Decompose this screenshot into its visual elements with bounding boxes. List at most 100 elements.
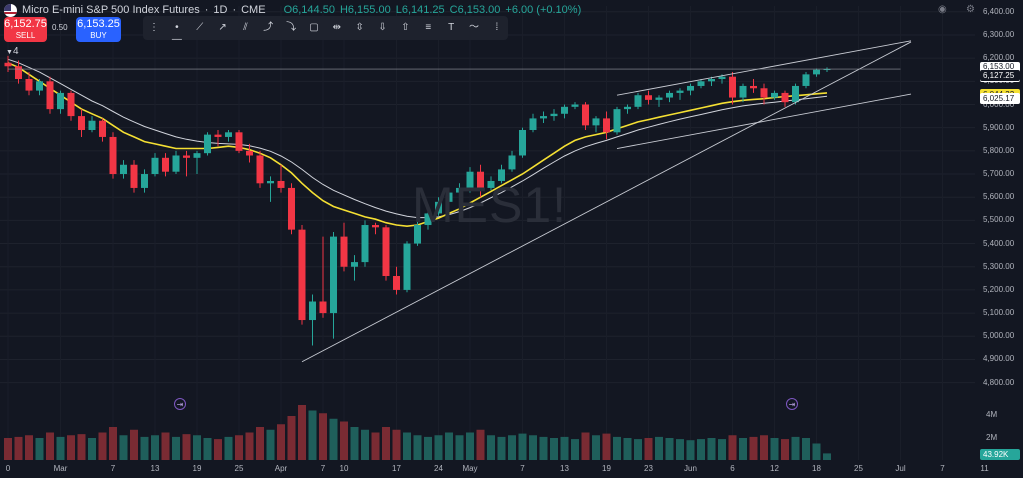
price-label: 6,127.25 (980, 69, 1020, 81)
spread-value: 0.50 (52, 23, 68, 32)
volume-bar (728, 435, 737, 460)
candle-body (120, 164, 127, 175)
channel-icon[interactable]: ⫽ (243, 22, 248, 33)
volume-bar (67, 435, 75, 460)
candle-body (550, 113, 558, 117)
candle-body (519, 129, 526, 156)
volume-bar (571, 439, 579, 460)
volume-bar (445, 432, 453, 460)
symbol-name[interactable]: Micro E-mini S&P 500 Index Futures (22, 4, 200, 16)
candle-body (456, 187, 463, 193)
candle-body (781, 92, 789, 103)
vertical-line-icon[interactable]: ⁞ (495, 22, 499, 33)
trend-line (616, 93, 912, 149)
trend-line-icon[interactable]: ⟋ (196, 22, 204, 33)
ohlc-change: +6.00 (+0.10%) (505, 4, 582, 16)
time-tick-label: Apr (274, 464, 288, 473)
volume-bar (46, 432, 54, 460)
volume-bar (151, 435, 159, 460)
candle-body (708, 79, 715, 82)
event-marker[interactable]: ⇥ (786, 398, 798, 410)
text-icon[interactable]: T (448, 22, 455, 33)
horizontal-ray-icon[interactable]: •— (171, 22, 182, 45)
volume-bar (665, 438, 674, 460)
volume-bar (749, 436, 758, 460)
arrow-down-icon[interactable]: ⇩ (378, 22, 387, 33)
candle-body (235, 132, 243, 151)
price-label: 6,025.17 (980, 93, 1020, 105)
ohlc-open: O6,144.50 (283, 4, 335, 16)
time-tick-label: 7 (520, 464, 525, 473)
ohlc-high: H6,155.00 (339, 4, 391, 16)
volume-bar (350, 427, 359, 460)
rectangle-icon[interactable]: ▢ (309, 22, 319, 33)
buy-price: 6,153.25 (77, 18, 120, 30)
price-label-value: 6,025.17 (983, 94, 1015, 104)
volume-bar (35, 438, 44, 460)
candle-body (823, 69, 831, 71)
time-tick-label: 25 (234, 464, 244, 473)
volume-bar (203, 438, 212, 460)
sell-price: 6,152.75 (4, 18, 47, 30)
buy-button[interactable]: 6,153.25 BUY (76, 17, 121, 42)
drag-handle-icon[interactable]: ⋮ (149, 22, 159, 33)
volume-bar (403, 432, 411, 460)
sell-button[interactable]: 6,152.75 SELL (4, 17, 47, 42)
volume-bar (476, 429, 485, 460)
time-tick-label: 11 (980, 464, 989, 473)
candle-body (351, 262, 358, 267)
candle-body (718, 76, 726, 80)
volume-bar (644, 438, 653, 460)
volume-bar (602, 433, 611, 460)
long-position-icon[interactable]: ⤴ (263, 22, 274, 33)
time-tick-label: 13 (560, 464, 569, 473)
volume-bar (88, 438, 96, 460)
candle-body (414, 225, 421, 244)
volume-bar (592, 435, 600, 460)
candle-body (655, 97, 663, 100)
candle-body (445, 192, 453, 202)
candle-body (624, 106, 631, 110)
price-tick-label: 5,200.00 (983, 284, 1015, 294)
candle-body (666, 92, 673, 98)
volume-bar (329, 418, 338, 460)
candle-body (697, 81, 705, 86)
time-tick-label: 19 (602, 464, 611, 473)
time-tick-label: 25 (854, 464, 863, 473)
candle-body (46, 81, 54, 110)
arrow-up-icon[interactable]: ⇧ (401, 22, 410, 33)
candle-body (645, 95, 652, 100)
event-marker[interactable]: ⇥ (174, 398, 186, 410)
ray-icon[interactable]: ↗ (218, 22, 227, 33)
horizontal-line-icon[interactable]: ≡ (425, 22, 432, 33)
price-tick-label: 5,100.00 (983, 308, 1015, 318)
eye-icon[interactable]: ◉ (938, 4, 947, 15)
price-tick-label: 4,900.00 (983, 354, 1015, 364)
date-range-icon[interactable]: ⇹ (332, 22, 342, 33)
interval-label[interactable]: 1D (213, 4, 228, 16)
settings-icon[interactable]: ⚙ (966, 4, 975, 15)
candle-body (729, 76, 736, 98)
price-tick-label: 4,800.00 (983, 377, 1015, 387)
candle-body (193, 153, 201, 158)
volume-bar (161, 432, 170, 460)
time-tick-label: 7 (110, 464, 116, 473)
candle-body (151, 157, 159, 175)
price-range-icon[interactable]: ⇳ (355, 22, 364, 33)
volume-bar (655, 436, 663, 460)
volume-bar (581, 432, 590, 460)
short-position-icon[interactable]: ⤵ (286, 22, 297, 33)
indicator-count[interactable]: 4 (6, 46, 19, 57)
time-tick-label: 19 (192, 464, 202, 473)
candle-body (792, 85, 799, 103)
candle-body (309, 301, 316, 321)
candle-body (750, 85, 757, 89)
candle-body (99, 120, 106, 137)
candle-body (508, 155, 516, 170)
ma-slow-line (7, 58, 828, 219)
volume-bar (119, 435, 128, 460)
price-tick-label: 5,600.00 (983, 192, 1015, 202)
path-icon[interactable]: 〜 (469, 22, 480, 33)
